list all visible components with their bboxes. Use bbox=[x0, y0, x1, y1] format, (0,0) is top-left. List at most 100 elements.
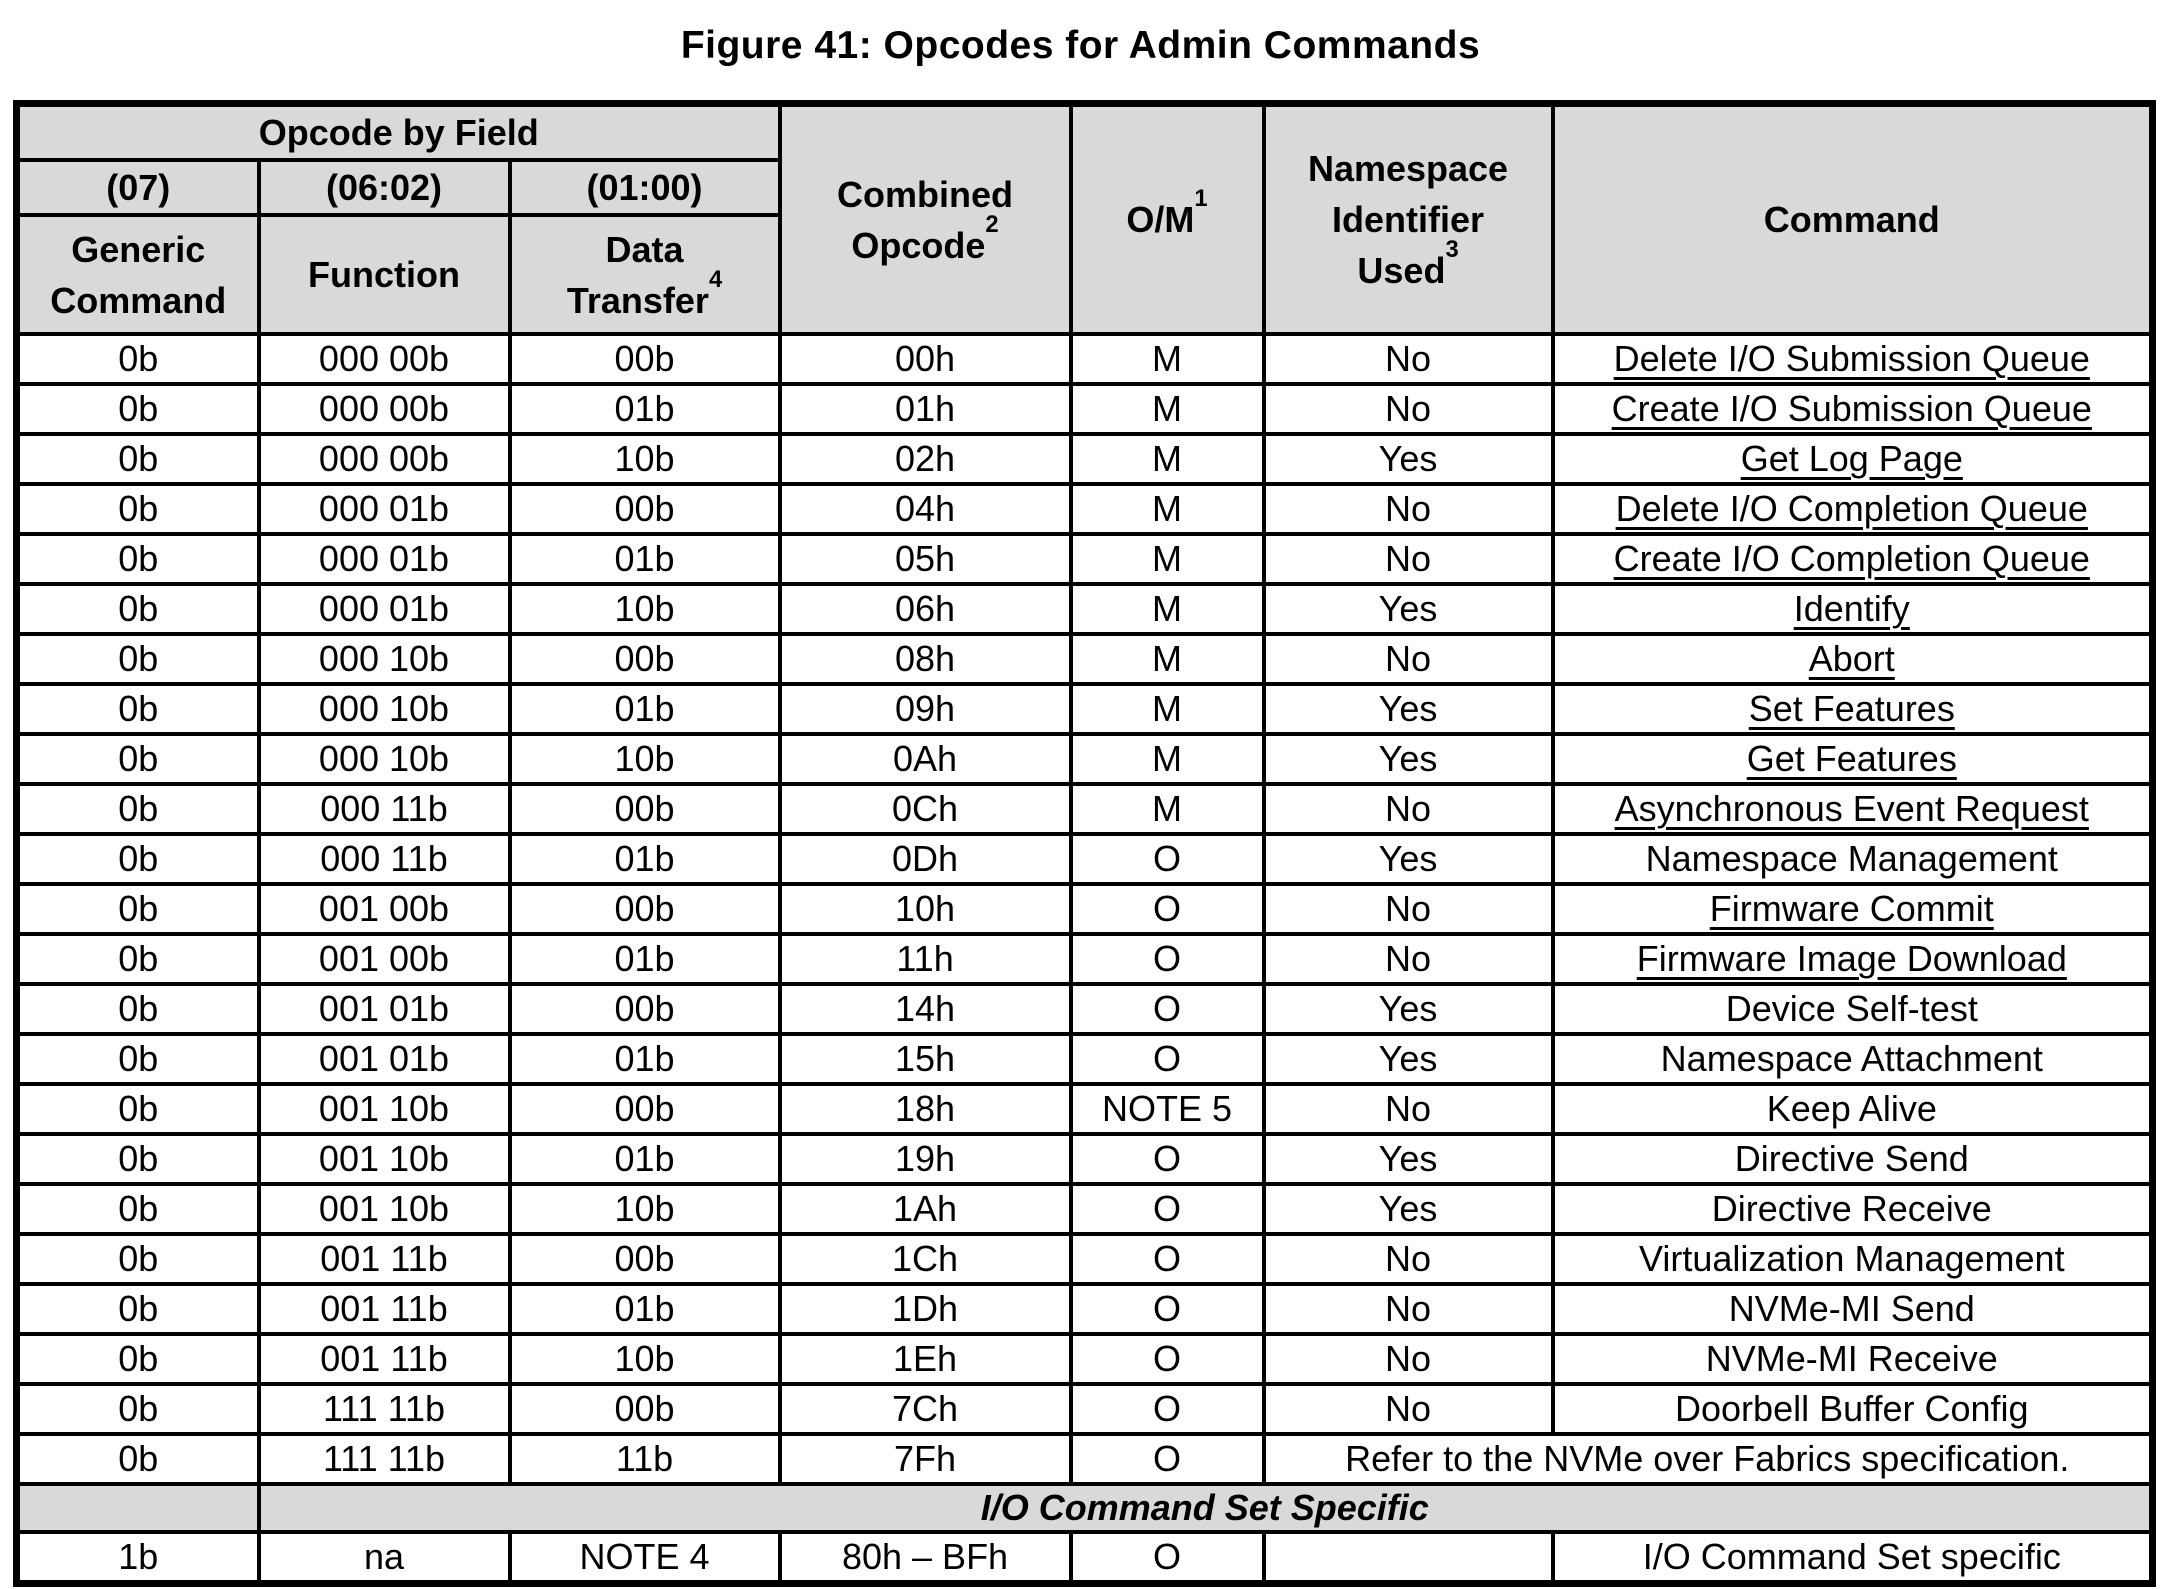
cell-command[interactable]: Delete I/O Submission Queue bbox=[1550, 332, 2155, 387]
cell-function: 001 10b bbox=[256, 1082, 512, 1137]
cell-transfer: 00b bbox=[507, 1232, 782, 1287]
cell-generic: 0b bbox=[14, 582, 261, 637]
cell-nsid: Yes bbox=[1261, 1032, 1555, 1087]
cell-command[interactable]: Delete I/O Completion Queue bbox=[1550, 482, 2155, 537]
cell-om: M bbox=[1068, 382, 1266, 437]
cell-nsid: Yes bbox=[1261, 732, 1555, 787]
cell-generic: 0b bbox=[14, 882, 261, 937]
cell-function: 000 01b bbox=[256, 482, 512, 537]
cell-nsid: No bbox=[1261, 1282, 1555, 1337]
cell-om: M bbox=[1068, 682, 1266, 737]
cell-command: Directive Receive bbox=[1550, 1182, 2155, 1237]
cell-function: 000 00b bbox=[256, 382, 512, 437]
cell-command[interactable]: Firmware Image Download bbox=[1550, 932, 2155, 987]
cell-command[interactable]: Identify bbox=[1550, 582, 2155, 637]
cell-transfer: 00b bbox=[507, 882, 782, 937]
io-command-set-section-row: I/O Command Set Specific bbox=[14, 1482, 2155, 1535]
cell-om: M bbox=[1068, 582, 1266, 637]
cell-opcode: 10h bbox=[777, 882, 1073, 937]
table-row: 0b 000 10b 10b 0Ah M Yes Get Features bbox=[14, 732, 2155, 787]
cell-om: O bbox=[1068, 932, 1266, 987]
cell-om: O bbox=[1068, 982, 1266, 1037]
cell-om: O bbox=[1068, 1132, 1266, 1187]
cell-command: Namespace Management bbox=[1550, 832, 2155, 887]
cell-function: 001 11b bbox=[256, 1282, 512, 1337]
section-label: I/O Command Set Specific bbox=[256, 1482, 2155, 1535]
cell-generic: 0b bbox=[14, 1382, 261, 1437]
cell-function: 000 00b bbox=[256, 432, 512, 487]
cell-function: 111 11b bbox=[256, 1432, 512, 1487]
table-row: 0b 001 11b 01b 1Dh O No NVMe-MI Send bbox=[14, 1282, 2155, 1337]
cell-command: I/O Command Set specific bbox=[1550, 1530, 2155, 1586]
table-row: 0b 001 10b 01b 19h O Yes Directive Send bbox=[14, 1132, 2155, 1187]
cell-generic: 0b bbox=[14, 932, 261, 987]
cell-om: M bbox=[1068, 482, 1266, 537]
cell-om: O bbox=[1068, 1282, 1266, 1337]
cell-transfer: NOTE 4 bbox=[507, 1530, 782, 1586]
cell-transfer: 01b bbox=[507, 682, 782, 737]
cell-nsid: No bbox=[1261, 632, 1555, 687]
cell-nsid: No bbox=[1261, 932, 1555, 987]
cell-function: 001 01b bbox=[256, 1032, 512, 1087]
cell-function: 000 01b bbox=[256, 532, 512, 587]
cell-opcode: 19h bbox=[777, 1132, 1073, 1187]
cell-transfer: 10b bbox=[507, 582, 782, 637]
cell-om: O bbox=[1068, 832, 1266, 887]
cell-command[interactable]: Get Features bbox=[1550, 732, 2155, 787]
cell-command: Directive Send bbox=[1550, 1132, 2155, 1187]
cell-command[interactable]: Firmware Commit bbox=[1550, 882, 2155, 937]
opcode-by-field-header: Opcode by Field bbox=[14, 101, 782, 163]
cell-generic: 0b bbox=[14, 1432, 261, 1487]
data-transfer-header: Data Transfer4 bbox=[507, 213, 782, 337]
cell-function: 000 11b bbox=[256, 832, 512, 887]
cell-transfer: 01b bbox=[507, 532, 782, 587]
cell-command: Namespace Attachment bbox=[1550, 1032, 2155, 1087]
cell-generic: 0b bbox=[14, 532, 261, 587]
cell-transfer: 01b bbox=[507, 382, 782, 437]
om-header: O/M1 bbox=[1068, 101, 1266, 337]
cell-generic: 0b bbox=[14, 1032, 261, 1087]
cell-command[interactable]: Set Features bbox=[1550, 682, 2155, 737]
table-row: 0b 000 00b 01b 01h M No Create I/O Submission … bbox=[14, 382, 2155, 437]
cell-generic: 0b bbox=[14, 1332, 261, 1387]
cell-transfer: 11b bbox=[507, 1432, 782, 1487]
cell-om: M bbox=[1068, 332, 1266, 387]
cell-command[interactable]: Abort bbox=[1550, 632, 2155, 687]
cell-nsid: No bbox=[1261, 1332, 1555, 1387]
cell-function: 001 00b bbox=[256, 932, 512, 987]
cell-generic: 0b bbox=[14, 482, 261, 537]
cell-opcode: 04h bbox=[777, 482, 1073, 537]
cell-transfer: 00b bbox=[507, 982, 782, 1037]
figure-title: Figure 41: Opcodes for Admin Commands bbox=[680, 24, 1481, 67]
cell-generic: 0b bbox=[14, 982, 261, 1037]
fabrics-reference-cell: Refer to the NVMe over Fabrics specifica… bbox=[1261, 1432, 2155, 1487]
cell-generic: 0b bbox=[14, 632, 261, 687]
cell-function: 001 11b bbox=[256, 1332, 512, 1387]
cell-opcode: 1Eh bbox=[777, 1332, 1073, 1387]
table-header: Opcode by Field Combined Opcode2 O/M1 Na… bbox=[14, 101, 2155, 337]
cell-function: 000 00b bbox=[256, 332, 512, 387]
cell-opcode: 7Fh bbox=[777, 1432, 1073, 1487]
cell-command[interactable]: Get Log Page bbox=[1550, 432, 2155, 487]
cell-nsid: No bbox=[1261, 482, 1555, 537]
table-row: 0b 000 11b 01b 0Dh O Yes Namespace Management bbox=[14, 832, 2155, 887]
cell-opcode: 7Ch bbox=[777, 1382, 1073, 1437]
cell-function: na bbox=[256, 1530, 512, 1586]
cell-nsid: No bbox=[1261, 1232, 1555, 1287]
cell-opcode: 02h bbox=[777, 432, 1073, 487]
cell-function: 111 11b bbox=[256, 1382, 512, 1437]
cell-nsid: No bbox=[1261, 382, 1555, 437]
cell-command[interactable]: Create I/O Submission Queue bbox=[1550, 382, 2155, 437]
cell-opcode: 08h bbox=[777, 632, 1073, 687]
cell-command[interactable]: Asynchronous Event Request bbox=[1550, 782, 2155, 837]
bits-0602-header: (06:02) bbox=[256, 158, 512, 218]
cell-command: NVMe-MI Receive bbox=[1550, 1332, 2155, 1387]
cell-opcode: 0Ch bbox=[777, 782, 1073, 837]
cell-opcode: 11h bbox=[777, 932, 1073, 987]
command-header: Command bbox=[1550, 101, 2155, 337]
table-row: 0b 000 00b 00b 00h M No Delete I/O Submission … bbox=[14, 332, 2155, 387]
cell-generic: 0b bbox=[14, 1082, 261, 1137]
cell-command[interactable]: Create I/O Completion Queue bbox=[1550, 532, 2155, 587]
cell-transfer: 00b bbox=[507, 632, 782, 687]
cell-command: Keep Alive bbox=[1550, 1082, 2155, 1137]
